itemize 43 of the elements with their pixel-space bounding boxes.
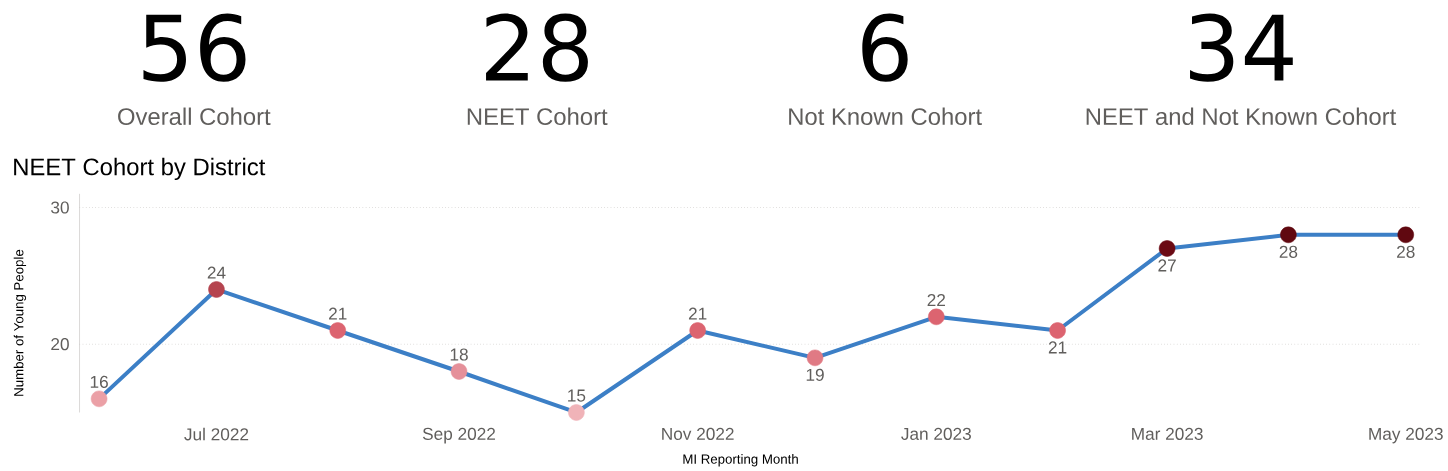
text: NEET Cohort (467, 107, 608, 125)
x-tick-label: May 2023 (1369, 427, 1443, 444)
data-label: 19 (806, 368, 824, 381)
point (1049, 322, 1066, 339)
data-label: 21 (1048, 341, 1067, 354)
data-label: 22 (927, 293, 946, 306)
data-label: 16 (90, 375, 108, 388)
y-axis-title: Number of Young People (13, 249, 27, 396)
text: Not Known Cohort (789, 107, 982, 125)
x-axis-title: MI Reporting Month (683, 453, 798, 467)
point (90, 390, 108, 407)
data-label: 28 (1397, 245, 1415, 258)
text: 28 (486, 13, 588, 82)
point (1280, 226, 1297, 243)
point (806, 349, 824, 366)
chart-title: NEET Cohort by District (14, 157, 266, 181)
x-tick-label: Jan 2023 (901, 427, 971, 440)
data-label: 24 (207, 266, 226, 279)
text: Overall Cohort (118, 107, 271, 125)
point (329, 322, 346, 339)
point (568, 404, 585, 421)
text: 34 (1190, 13, 1293, 82)
text: 6 (862, 13, 908, 82)
data-label: 15 (568, 389, 586, 402)
y-tick-label: 30 (51, 201, 69, 214)
data-label: 28 (1279, 245, 1298, 258)
point (450, 363, 468, 380)
text: NEET and Not Known Cohort (1086, 107, 1397, 125)
point (928, 308, 945, 325)
data-label: 21 (688, 307, 707, 320)
point (1397, 226, 1414, 243)
text: 56 (143, 13, 246, 82)
data-label: 21 (329, 307, 347, 320)
point (689, 322, 706, 339)
x-tick-label: Jul 2022 (184, 427, 249, 441)
x-tick-label: Mar 2023 (1132, 427, 1203, 440)
x-tick-label: Sep 2022 (422, 427, 496, 444)
y-tick-label: 20 (51, 337, 69, 351)
data-label: 27 (1158, 259, 1176, 272)
point (1158, 240, 1176, 257)
data-label: 18 (450, 348, 468, 361)
x-tick-label: Nov 2022 (662, 427, 734, 440)
point (208, 281, 225, 298)
